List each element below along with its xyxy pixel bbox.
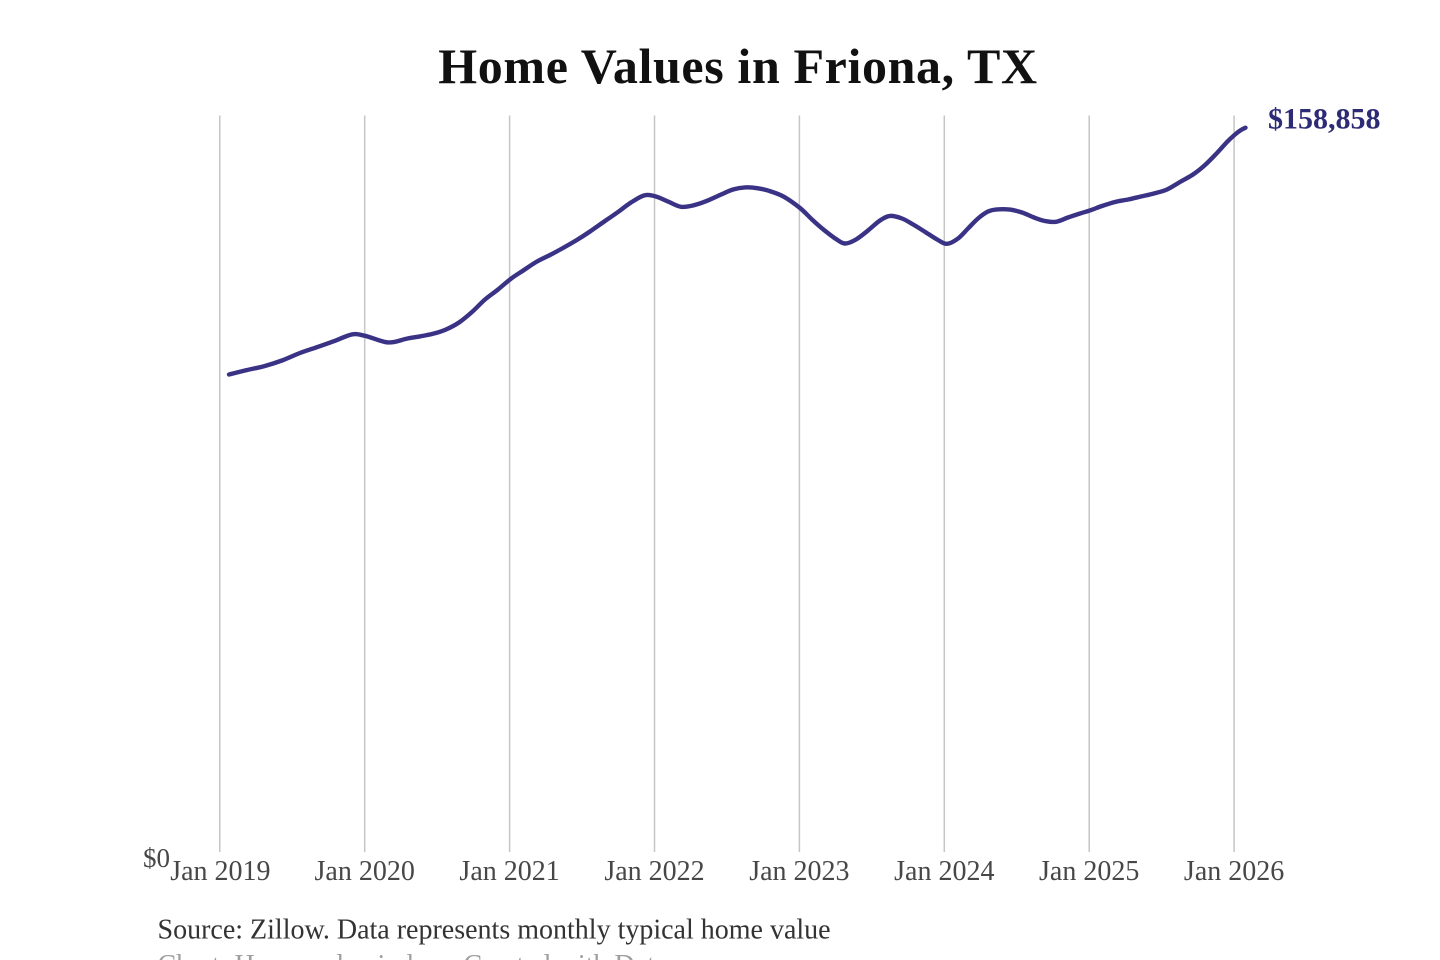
svg-text:Source: Zillow. Data represent: Source: Zillow. Data represents monthly … (158, 915, 831, 946)
svg-text:Jan 2019: Jan 2019 (170, 856, 270, 887)
svg-text:Jan 2021: Jan 2021 (459, 856, 559, 887)
svg-text:Jan 2020: Jan 2020 (315, 856, 415, 887)
svg-text:Chart: Home value index • Crea: Chart: Home value index • Created with D… (158, 950, 760, 960)
svg-text:Jan 2023: Jan 2023 (749, 856, 849, 887)
svg-text:Jan 2022: Jan 2022 (604, 856, 704, 887)
svg-text:Jan 2026: Jan 2026 (1184, 856, 1284, 887)
svg-text:Jan 2024: Jan 2024 (894, 856, 994, 887)
svg-text:Home Values in Friona, TX: Home Values in Friona, TX (438, 38, 1037, 94)
svg-text:Jan 2025: Jan 2025 (1039, 856, 1139, 887)
svg-text:$0: $0 (143, 843, 170, 873)
svg-text:$158,858: $158,858 (1268, 103, 1381, 136)
